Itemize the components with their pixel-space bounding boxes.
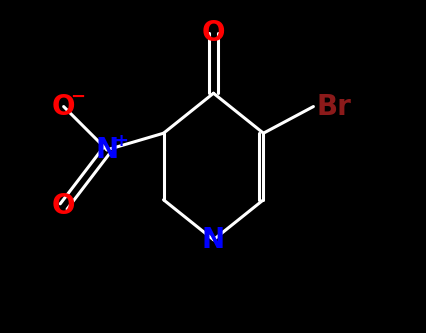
Text: O: O xyxy=(52,192,75,220)
Text: −: − xyxy=(70,88,85,106)
Text: N: N xyxy=(95,136,118,164)
Text: N: N xyxy=(201,226,225,254)
Text: O: O xyxy=(201,19,225,47)
Text: +: + xyxy=(113,132,128,150)
Text: Br: Br xyxy=(316,93,351,121)
Text: O: O xyxy=(52,93,75,121)
